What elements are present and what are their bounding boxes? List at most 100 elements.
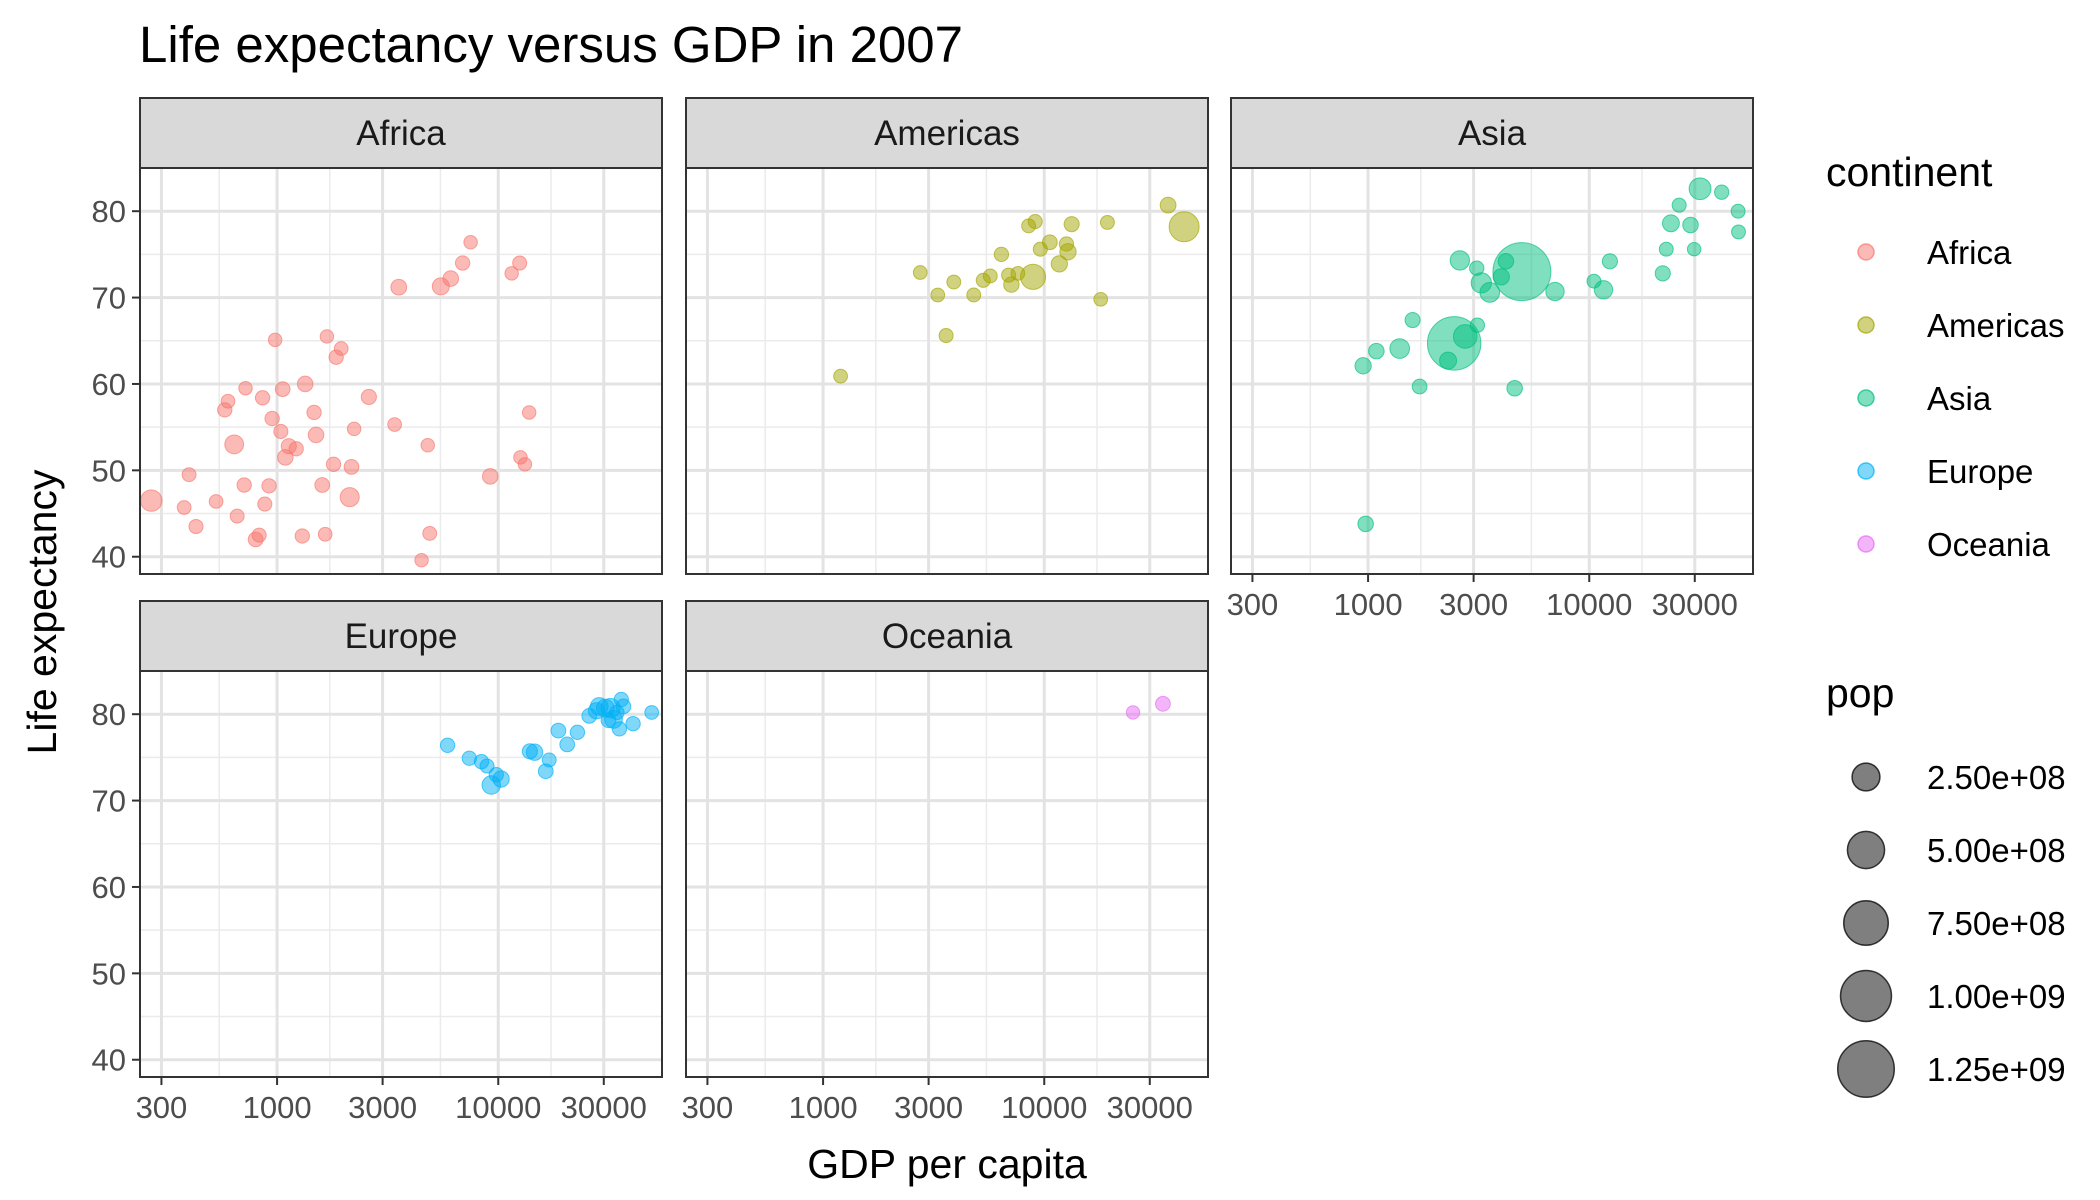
x-tick-label: 30000 [561, 1090, 647, 1125]
x-tick-label: 10000 [1546, 587, 1632, 622]
data-point-africa [343, 459, 360, 475]
x-tick-label: 1000 [1334, 587, 1403, 622]
data-point-africa [208, 494, 224, 509]
facet-label-americas: Americas [874, 114, 1020, 153]
data-point-europe [644, 705, 660, 720]
panel-background-oceania [686, 671, 1208, 1077]
data-point-africa [317, 526, 333, 542]
data-point-asia [1671, 197, 1687, 213]
data-point-asia [1492, 268, 1510, 286]
x-tick-label: 300 [136, 1090, 188, 1125]
y-tick-label: 80 [92, 194, 126, 229]
data-point-africa [504, 266, 519, 281]
data-point-africa [220, 393, 236, 409]
facet-strip-asia [1230, 97, 1754, 169]
data-point-africa [294, 528, 310, 544]
legend-item-europe: Europe [1857, 453, 2033, 490]
data-point-americas [1168, 211, 1200, 243]
facet-strip-americas [685, 97, 1209, 169]
data-point-asia [1357, 515, 1374, 533]
data-point-asia [1389, 338, 1411, 359]
data-point-asia [1506, 380, 1523, 397]
x-tick-label: 300 [1227, 587, 1279, 622]
legend-key-asia [1857, 389, 1875, 407]
data-point-europe [613, 691, 629, 708]
data-point-africa [442, 270, 460, 287]
data-point-asia [1479, 282, 1501, 303]
y-tick-label: 60 [92, 367, 126, 402]
data-point-africa [339, 487, 360, 508]
panel-border-asia [1230, 167, 1754, 575]
facet-strip-europe [139, 600, 663, 672]
legend-item-oceania: Oceania [1857, 526, 2051, 563]
data-point-africa [420, 438, 435, 453]
data-point-asia [1714, 184, 1730, 200]
data-point-europe [609, 704, 625, 721]
legend-continent-title: continent [1826, 149, 1993, 195]
data-point-africa [307, 426, 325, 444]
x-tick-label: 3000 [348, 1090, 417, 1125]
y-tick-label: 60 [92, 870, 126, 905]
data-point-americas [833, 368, 848, 384]
data-point-asia [1601, 253, 1618, 270]
legend-key-africa [1857, 243, 1875, 261]
legend-key-americas [1857, 316, 1875, 334]
data-point-asia [1439, 351, 1458, 370]
data-point-asia [1452, 324, 1478, 349]
data-point-europe [479, 758, 495, 774]
data-point-europe [439, 737, 456, 753]
data-point-asia [1686, 241, 1702, 257]
legend-item-asia: Asia [1857, 380, 1992, 417]
facet-americas: Americas [685, 97, 1209, 575]
data-point-africa [236, 477, 252, 493]
facet-panels: Africa 40 50 60 70 80 Americas Asia 300 1000 3000 1… [92, 97, 1754, 1125]
data-point-africa [264, 410, 280, 427]
legend-pop-item: 2.50e+08 [1851, 759, 2066, 796]
data-point-asia [1682, 216, 1699, 234]
x-tick-label: 1000 [789, 1090, 858, 1125]
y-axis-title: Life expectancy [19, 469, 65, 754]
data-point-africa [390, 278, 408, 296]
legend-pop-item: 5.00e+08 [1846, 830, 2066, 870]
x-tick-label: 1000 [243, 1090, 312, 1125]
data-point-africa [188, 518, 204, 535]
data-point-oceania [1155, 695, 1171, 712]
legend-continent-items: Africa Americas Asia Europe Oceania [1857, 234, 2065, 563]
y-tick-label: 50 [92, 956, 126, 991]
panel-background-asia [1231, 168, 1753, 574]
x-tick-label: 3000 [894, 1090, 963, 1125]
data-point-europe [550, 722, 567, 739]
legend-label-oceania: Oceania [1927, 526, 2051, 563]
y-tick-label: 70 [92, 281, 126, 316]
data-point-americas [930, 287, 946, 303]
data-point-europe [611, 721, 628, 737]
x-tick-label: 300 [682, 1090, 734, 1125]
data-point-asia [1661, 214, 1680, 233]
data-point-africa [517, 457, 533, 472]
facet-label-africa: Africa [356, 114, 446, 153]
data-point-americas [1099, 214, 1115, 230]
data-point-americas [912, 265, 928, 280]
x-tick-label: 10000 [455, 1090, 541, 1125]
data-point-africa [325, 456, 342, 472]
data-point-africa [254, 390, 271, 406]
data-point-africa [463, 235, 478, 250]
data-point-europe [569, 724, 586, 740]
data-point-europe [559, 736, 576, 753]
data-point-americas [1010, 266, 1026, 281]
data-point-americas [1050, 255, 1068, 273]
legend-pop-label: 7.50e+08 [1927, 905, 2066, 942]
data-point-africa [181, 467, 197, 483]
panel-background-africa [140, 168, 662, 574]
data-point-africa [296, 375, 314, 393]
data-point-oceania [1125, 705, 1141, 720]
legend-label-asia: Asia [1927, 380, 1992, 417]
legend-pop-item: 1.25e+09 [1836, 1039, 2066, 1099]
data-point-europe [541, 752, 557, 768]
data-point-africa [238, 381, 253, 396]
data-point-americas [946, 274, 962, 290]
data-point-africa [261, 478, 277, 494]
facet-strip-africa [139, 97, 663, 169]
data-point-africa [251, 527, 267, 543]
legend-pop-key [1839, 969, 1893, 1023]
